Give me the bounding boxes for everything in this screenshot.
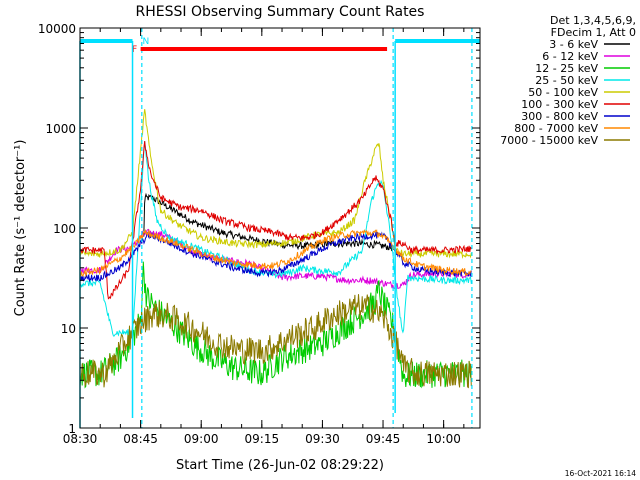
series-line-3 bbox=[79, 261, 472, 389]
flag-label-F: F bbox=[132, 45, 137, 55]
series-line-8 bbox=[79, 228, 472, 278]
y-tick-label-3: 100 bbox=[53, 222, 76, 236]
flag-label-N: N bbox=[142, 37, 149, 47]
x-tick-label-1: 08:30 bbox=[63, 432, 98, 446]
x-tick-label-5: 09:30 bbox=[305, 432, 340, 446]
series-line-1 bbox=[143, 192, 396, 252]
x-tick-label-7: 10:00 bbox=[426, 432, 461, 446]
x-tick-label-2: 08:45 bbox=[123, 432, 158, 446]
y-tick-label-2: 10 bbox=[61, 322, 76, 336]
chart-title: RHESSI Observing Summary Count Rates bbox=[136, 4, 425, 20]
legend-label-7: 300 - 800 keV bbox=[521, 110, 598, 123]
series-line-7 bbox=[79, 231, 472, 283]
legend-label-4: 25 - 50 keV bbox=[535, 74, 598, 87]
x-axis-label: Start Time (26-Jun-02 08:29:22) bbox=[176, 458, 384, 473]
legend-label-9: 7000 - 15000 keV bbox=[500, 134, 598, 147]
series-line-6 bbox=[79, 140, 472, 300]
y-tick-label-4: 1000 bbox=[45, 122, 76, 136]
y-axis-label: Count Rate (s⁻¹ detector⁻¹) bbox=[13, 140, 28, 317]
tick-layer: 08:30 08:45 09:00 09:15 09:30 09:45 10:00 1 10 10… bbox=[38, 22, 480, 446]
legend-label-8: 800 - 7000 keV bbox=[514, 122, 598, 135]
legend-header-2: FDecim 1, Att 0 bbox=[551, 26, 636, 39]
timestamp-footer: 16-Oct-2021 16:14 bbox=[565, 469, 636, 478]
legend-label-5: 50 - 100 keV bbox=[528, 86, 598, 99]
x-tick-label-6: 09:45 bbox=[366, 432, 401, 446]
x-tick-label-4: 09:15 bbox=[245, 432, 280, 446]
x-tick-label-3: 09:00 bbox=[184, 432, 219, 446]
legend-label-6: 100 - 300 keV bbox=[521, 98, 598, 111]
legend: Det 1,3,4,5,6,9,FDecim 1, Att 03 - 6 keV… bbox=[500, 14, 636, 147]
legend-label-3: 12 - 25 keV bbox=[535, 62, 598, 75]
legend-label-1: 3 - 6 keV bbox=[549, 38, 598, 51]
y-tick-label-1: 1 bbox=[68, 422, 76, 436]
legend-label-2: 6 - 12 keV bbox=[542, 50, 598, 63]
series-line-5 bbox=[79, 109, 472, 260]
series-layer bbox=[79, 109, 472, 389]
series-line-9 bbox=[79, 294, 472, 389]
y-tick-label-5: 10000 bbox=[38, 22, 76, 36]
legend-header-1: Det 1,3,4,5,6,9, bbox=[550, 14, 636, 27]
series-line-2 bbox=[79, 228, 472, 290]
